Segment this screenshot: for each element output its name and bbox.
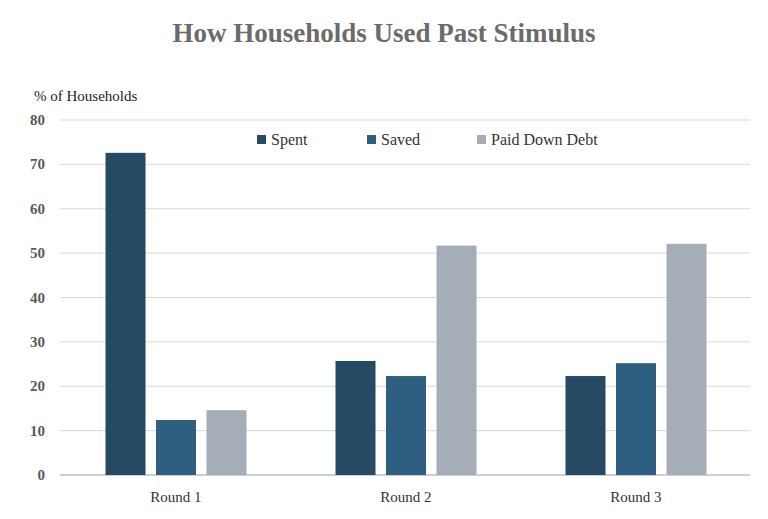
y-tick-label: 70 [30, 156, 45, 172]
legend-label: Paid Down Debt [491, 131, 598, 148]
x-tick-label: Round 3 [610, 489, 661, 505]
y-tick-label: 10 [30, 423, 45, 439]
grid-line [60, 120, 750, 121]
bar [616, 363, 656, 475]
legend-swatch [477, 135, 486, 144]
chart: How Households Used Past Stimulus % of Ho… [0, 0, 768, 519]
title: How Households Used Past Stimulus [172, 18, 595, 48]
bar [667, 244, 707, 475]
y-axis-label: % of Households [34, 88, 137, 104]
bar [156, 420, 196, 475]
y-tick-label: 50 [30, 245, 45, 261]
grid-line [60, 253, 750, 254]
y-tick-label: 0 [38, 467, 46, 483]
grid-line [60, 208, 750, 209]
grid-line [60, 297, 750, 298]
legend-label: Saved [381, 131, 420, 148]
bar [566, 376, 606, 475]
legend-swatch [257, 135, 266, 144]
grid-line [60, 164, 750, 165]
x-tick-label: Round 2 [380, 489, 431, 505]
bar [336, 361, 376, 475]
bars [106, 153, 707, 475]
y-tick-label: 40 [30, 290, 45, 306]
y-tick-label: 80 [30, 112, 45, 128]
y-tick-label: 30 [30, 334, 45, 350]
x-tick-label: Round 1 [150, 489, 201, 505]
bar [207, 410, 247, 475]
legend-swatch [367, 135, 376, 144]
legend: Spent Saved Paid Down Debt [257, 131, 598, 149]
bar [437, 246, 477, 475]
grid-line [60, 341, 750, 342]
y-tick-label: 60 [30, 201, 45, 217]
grid [60, 120, 750, 475]
bar [106, 153, 146, 475]
chart-container: How Households Used Past Stimulus % of Ho… [0, 0, 768, 519]
legend-label: Spent [271, 131, 308, 149]
y-tick-label: 20 [30, 378, 45, 394]
bar [386, 376, 426, 475]
